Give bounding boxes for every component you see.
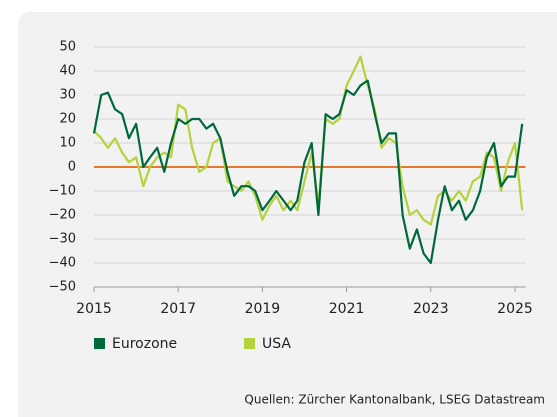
y-tick-label: 30 xyxy=(59,88,76,103)
legend-label: Eurozone xyxy=(112,336,177,352)
y-tick-label: −50 xyxy=(49,280,76,295)
x-tick-label: 2025 xyxy=(497,301,533,317)
y-tick-label: 50 xyxy=(59,40,76,55)
x-tick-label: 2019 xyxy=(245,301,281,317)
y-tick-label: −10 xyxy=(49,184,76,199)
series-line xyxy=(93,55,524,226)
legend-label: USA xyxy=(262,336,291,352)
y-tick-label: 40 xyxy=(59,64,76,79)
x-tick-label: 2021 xyxy=(329,301,365,317)
source: Quellen: Zürcher Kantonalbank, LSEG Data… xyxy=(244,393,545,407)
legend-swatch xyxy=(94,338,105,349)
y-tick-label: −20 xyxy=(49,208,76,223)
y-tick-label: 0 xyxy=(68,160,76,175)
x-tick-label: 2023 xyxy=(413,301,449,317)
legend-swatch xyxy=(244,338,255,349)
x-tick-label: 2015 xyxy=(76,301,112,317)
y-tick-label: −30 xyxy=(49,232,76,247)
y-tick-label: −40 xyxy=(49,256,76,271)
series-line xyxy=(92,79,524,265)
x-tick-label: 2017 xyxy=(160,301,196,317)
y-tick-label: 20 xyxy=(59,112,76,127)
y-tick-label: 10 xyxy=(59,136,76,151)
